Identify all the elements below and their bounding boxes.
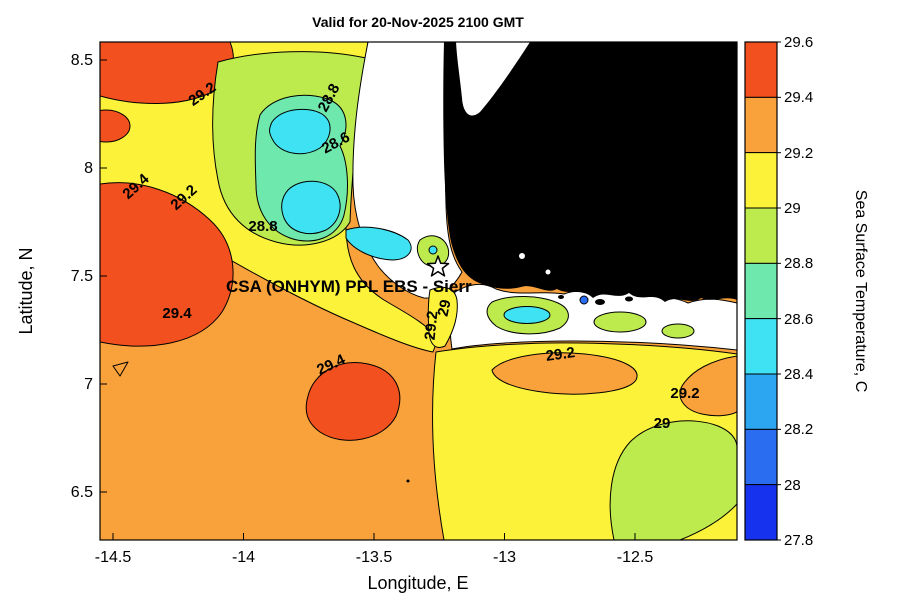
sst-warm-pool-west: [100, 182, 234, 347]
colorbar-tick-label: 29.2: [784, 145, 813, 162]
x-tick-label: -13: [493, 549, 516, 566]
colorbar-band: [744, 96, 778, 154]
x-tick-label: -12.5: [617, 549, 654, 566]
x-tick-label: -13.5: [356, 549, 393, 566]
sst-warm-lens-se: [491, 352, 638, 395]
sst-cool-coastal-patch-2: [593, 311, 647, 333]
colorbar-axis-label: Sea Surface Temperature, C: [852, 190, 869, 392]
contour-label: 29.4: [162, 305, 192, 322]
y-axis-label: Latitude, N: [16, 247, 36, 334]
island-1: [595, 299, 605, 305]
land-mask: [443, 42, 737, 302]
sst-cool-coastal-patch-3: [661, 323, 695, 339]
sst-band-yellow-neck: [427, 286, 458, 348]
sst-cool-region-se: [609, 420, 737, 540]
colorbar-tick-label: 29: [784, 200, 801, 217]
contour-label: 28.8: [248, 218, 277, 235]
colorbar-band: [744, 207, 778, 264]
y-tick-label: 7: [84, 376, 93, 393]
y-tick-label: 8.5: [71, 52, 93, 69]
contour-label: 29: [654, 415, 671, 432]
contour-label: 29.2: [545, 344, 576, 365]
island-3: [558, 295, 564, 299]
sst-warm-pool-nw: [100, 42, 234, 104]
contour-label: 29: [435, 298, 455, 318]
axes: Valid for 20-Nov-2025 2100 GMT -14.5 -14…: [16, 14, 738, 593]
y-tick-label: 7.5: [71, 268, 93, 285]
contour-speck-south: [406, 479, 410, 483]
sst-cold-blue-spot: [579, 295, 589, 305]
colorbar-tick-label: 29.6: [784, 34, 813, 51]
sst-cold-core-upper: [269, 108, 331, 155]
contour-label: 29.2: [670, 385, 699, 402]
sst-warm-notch-west: [100, 109, 131, 143]
colorbar-tick-label: 28.2: [784, 421, 813, 438]
colorbar-tick-label: 27.8: [784, 532, 813, 549]
colorbar-tick-label: 28.8: [784, 255, 813, 272]
colorbar-band: [744, 318, 778, 375]
colorbar-band: [744, 373, 778, 430]
x-tick-label: -14.5: [95, 549, 132, 566]
colorbar-band: [744, 152, 778, 209]
land-white-speck-2: [545, 269, 551, 275]
colorbar-band: [744, 262, 778, 320]
x-axis-label: Longitude, E: [367, 573, 468, 593]
sst-cold-spot-station: [428, 245, 438, 255]
y-tick-label: 8: [84, 160, 93, 177]
x-tick-label: -14: [232, 549, 255, 566]
contour-speck-west: [112, 361, 129, 377]
plot-border: [99, 41, 738, 541]
colorbar-tick-label: 28.6: [784, 311, 813, 328]
sst-cold-core-lower: [281, 180, 341, 234]
colorbar-frame: [744, 41, 778, 541]
plot-title: Valid for 20-Nov-2025 2100 GMT: [312, 14, 524, 30]
station-star-marker: [426, 255, 450, 277]
y-tick-label: 6.5: [71, 484, 93, 501]
contour-label: 29.2: [422, 310, 442, 341]
map-field: CSA (ONHYM) PPL EBS - Sierr: [100, 42, 737, 540]
sst-cold-coastal-core: [503, 306, 551, 324]
sst-cold-tongue: [345, 226, 412, 261]
colorbar-band: [744, 428, 778, 486]
station-label: CSA (ONHYM) PPL EBS - Sierr: [226, 277, 472, 296]
colorbar-tick-label: 28.4: [784, 366, 813, 383]
colorbar-tick-label: 28: [784, 477, 801, 494]
land-inlet-white-wedge: [456, 42, 530, 116]
colorbar-band: [744, 484, 778, 541]
colorbar-tick-label: 29.4: [784, 89, 813, 106]
sst-warm-pool-south: [305, 362, 401, 441]
land-white-speck-1: [519, 253, 525, 259]
colorbar-band: [744, 41, 778, 98]
island-2: [625, 296, 633, 302]
sst-warm-blob-east: [679, 355, 737, 417]
colorbar: 29.6 29.4 29.2 29 28.8 28.6 28.4 28.2 28…: [744, 34, 869, 549]
